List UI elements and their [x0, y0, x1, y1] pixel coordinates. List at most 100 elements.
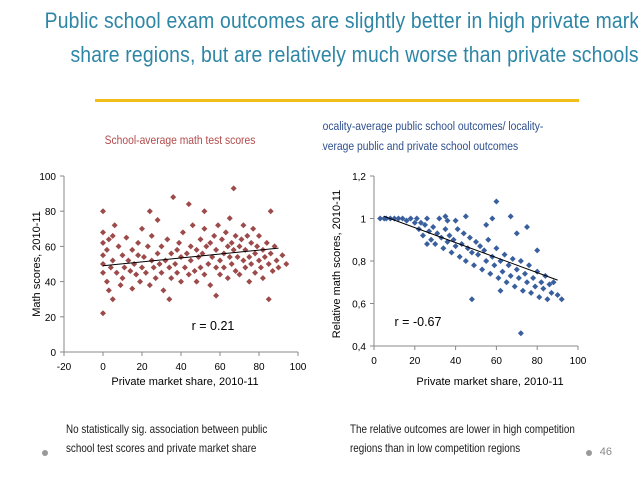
- data-point: [115, 243, 122, 250]
- data-point: [109, 232, 116, 239]
- data-point: [403, 217, 410, 224]
- trend-line: [384, 215, 558, 281]
- data-point: [430, 224, 437, 230]
- data-point: [176, 239, 183, 246]
- left-note: No statistically sig. association betwee…: [66, 420, 267, 458]
- x-axis-label: Private market share, 2010-11: [111, 376, 258, 388]
- data-point: [254, 243, 261, 250]
- data-point: [152, 275, 159, 282]
- data-point: [230, 246, 237, 253]
- data-point: [558, 296, 565, 303]
- data-point: [105, 236, 112, 243]
- data-point: [129, 285, 136, 292]
- data-point: [452, 217, 459, 224]
- data-point: [107, 264, 114, 271]
- data-point: [413, 215, 420, 222]
- data-point: [521, 270, 528, 277]
- correlation-annotation: r = -0.67: [395, 315, 442, 329]
- data-point: [399, 215, 406, 222]
- data-point: [256, 257, 262, 264]
- data-point: [232, 232, 239, 239]
- left-scatter-chart: School-average math test scores 0 20 40 60 8…: [31, 134, 307, 388]
- data-point: [146, 208, 153, 215]
- data-point: [515, 275, 522, 281]
- data-point: [470, 262, 477, 269]
- data-point: [220, 264, 227, 271]
- data-point: [269, 268, 276, 275]
- data-point: [250, 225, 257, 232]
- data-point: [279, 252, 286, 259]
- right-note-line-2: regions than in low competition regions: [350, 441, 521, 455]
- right-scatter-chart: Locality-average public school outcomes/…: [322, 120, 587, 388]
- data-point: [246, 253, 253, 260]
- data-point: [466, 234, 473, 241]
- x-tick-label: 0: [100, 362, 106, 373]
- data-point: [407, 215, 414, 222]
- data-point: [462, 213, 469, 220]
- right-note-line-1: The relative outcomes are lower in high …: [350, 422, 575, 436]
- x-tick-label: 20: [409, 356, 421, 367]
- data-point: [117, 282, 124, 289]
- data-point: [100, 269, 106, 276]
- y-tick-label: 100: [39, 172, 56, 183]
- data-point: [395, 215, 402, 222]
- data-point: [100, 208, 106, 215]
- data-point: [187, 257, 194, 264]
- data-point: [201, 225, 208, 232]
- data-point: [548, 289, 555, 296]
- y-tick-label: 40: [45, 278, 57, 289]
- data-point: [377, 215, 384, 222]
- data-point: [424, 215, 431, 222]
- data-point: [432, 241, 439, 247]
- data-point: [546, 281, 553, 288]
- data-point: [507, 272, 514, 279]
- left-note-line-2: school test scores and private market sh…: [66, 441, 257, 455]
- data-point: [528, 289, 535, 296]
- data-point: [511, 283, 518, 290]
- data-point: [222, 229, 229, 236]
- data-point: [174, 269, 181, 276]
- data-point: [164, 236, 171, 243]
- data-point: [411, 219, 418, 226]
- y-axis-label: Relative math scores, 2010-11: [331, 190, 343, 338]
- data-point: [462, 258, 469, 264]
- data-point: [240, 257, 247, 264]
- data-point: [146, 282, 153, 289]
- data-point: [213, 264, 220, 271]
- data-point: [119, 275, 126, 282]
- data-point: [193, 278, 200, 285]
- data-point: [417, 219, 424, 226]
- data-point: [532, 283, 539, 290]
- data-point: [100, 261, 106, 267]
- data-point: [178, 253, 184, 260]
- data-point: [133, 271, 140, 278]
- y-tick-label: 80: [45, 207, 57, 218]
- data-point: [267, 250, 274, 257]
- data-point: [191, 268, 198, 275]
- data-point: [259, 275, 266, 282]
- data-point: [434, 230, 441, 237]
- data-point: [497, 287, 504, 294]
- data-point: [244, 232, 251, 239]
- data-point: [228, 239, 235, 246]
- data-point: [544, 296, 551, 303]
- data-point: [156, 261, 163, 267]
- data-point: [197, 264, 204, 271]
- x-tick-label: 40: [175, 362, 187, 373]
- data-point: [183, 250, 190, 257]
- data-point: [103, 278, 110, 285]
- data-point: [211, 232, 218, 239]
- data-point: [158, 269, 165, 276]
- y-tick-label: 0,8: [352, 257, 366, 268]
- data-point: [499, 268, 506, 275]
- data-point: [121, 264, 128, 271]
- y-tick-label: 0,6: [352, 300, 366, 311]
- data-point: [257, 264, 264, 271]
- data-point: [181, 264, 188, 271]
- data-point: [483, 258, 490, 264]
- x-tick-label: 100: [290, 362, 307, 373]
- data-point: [513, 230, 520, 237]
- data-point: [456, 253, 463, 260]
- data-point: [178, 278, 184, 285]
- data-point: [236, 243, 243, 250]
